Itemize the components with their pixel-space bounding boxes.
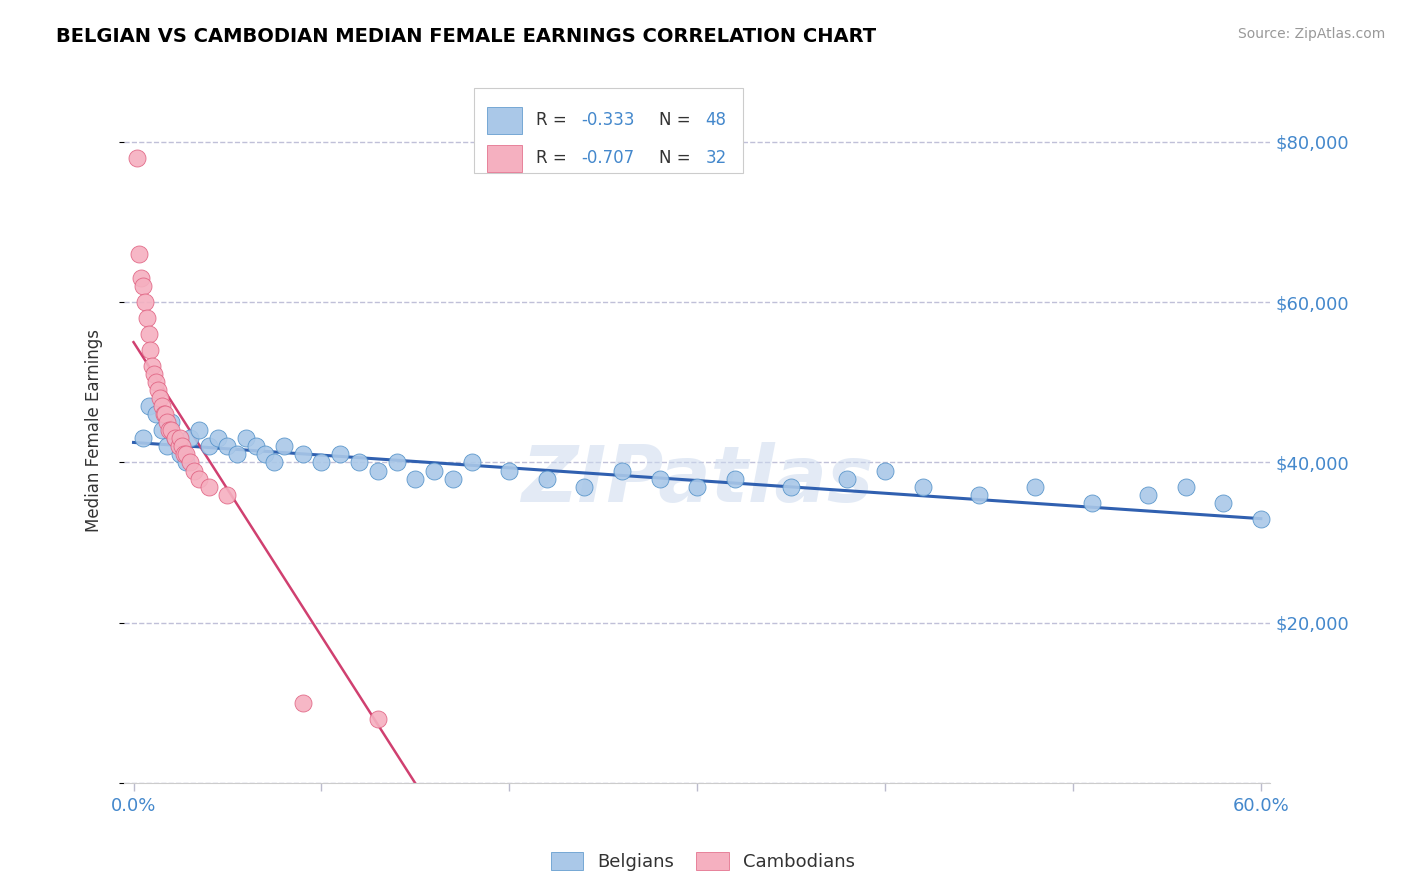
- Text: -0.707: -0.707: [582, 149, 634, 168]
- Point: [291, 447, 314, 461]
- Point: [780, 479, 803, 493]
- Point: [1174, 479, 1197, 493]
- Point: [128, 247, 150, 261]
- Point: [1137, 487, 1160, 501]
- Point: [179, 455, 201, 469]
- Text: Source: ZipAtlas.com: Source: ZipAtlas.com: [1237, 27, 1385, 41]
- Point: [441, 471, 464, 485]
- Point: [263, 455, 285, 469]
- Point: [145, 408, 167, 422]
- Point: [254, 447, 277, 461]
- Point: [1212, 495, 1234, 509]
- Point: [498, 463, 520, 477]
- Point: [724, 471, 747, 485]
- Point: [146, 384, 169, 398]
- Point: [138, 400, 160, 414]
- Point: [291, 696, 314, 710]
- Point: [174, 447, 197, 461]
- Point: [235, 432, 257, 446]
- Point: [135, 311, 157, 326]
- Text: R =: R =: [536, 149, 572, 168]
- Point: [873, 463, 896, 477]
- FancyBboxPatch shape: [488, 145, 522, 172]
- Text: BELGIAN VS CAMBODIAN MEDIAN FEMALE EARNINGS CORRELATION CHART: BELGIAN VS CAMBODIAN MEDIAN FEMALE EARNI…: [56, 27, 876, 45]
- Point: [173, 447, 195, 461]
- Text: ZIPatlas: ZIPatlas: [522, 442, 873, 518]
- Text: -0.333: -0.333: [582, 112, 636, 129]
- Point: [217, 487, 239, 501]
- Point: [167, 440, 190, 454]
- Point: [160, 416, 183, 430]
- FancyBboxPatch shape: [488, 107, 522, 134]
- Point: [156, 416, 179, 430]
- Point: [134, 295, 156, 310]
- Point: [367, 463, 389, 477]
- Point: [145, 376, 167, 390]
- Y-axis label: Median Female Earnings: Median Female Earnings: [86, 329, 103, 532]
- Point: [837, 471, 859, 485]
- Point: [273, 440, 295, 454]
- Point: [129, 271, 152, 285]
- Point: [160, 424, 183, 438]
- Point: [610, 463, 633, 477]
- Point: [367, 712, 389, 726]
- Point: [132, 432, 155, 446]
- Point: [385, 455, 408, 469]
- Point: [149, 392, 172, 406]
- Point: [1250, 511, 1272, 525]
- Point: [911, 479, 934, 493]
- Point: [169, 447, 191, 461]
- Point: [156, 440, 179, 454]
- Point: [536, 471, 558, 485]
- Point: [132, 279, 155, 293]
- Point: [347, 455, 370, 469]
- Point: [188, 471, 211, 485]
- Text: R =: R =: [536, 112, 572, 129]
- FancyBboxPatch shape: [474, 88, 742, 173]
- Point: [150, 400, 173, 414]
- Point: [404, 471, 426, 485]
- Point: [197, 440, 219, 454]
- Point: [329, 447, 352, 461]
- Point: [217, 440, 239, 454]
- Point: [183, 463, 205, 477]
- Point: [648, 471, 671, 485]
- Point: [225, 447, 247, 461]
- Point: [207, 432, 229, 446]
- Point: [686, 479, 709, 493]
- Point: [152, 408, 174, 422]
- Point: [163, 432, 186, 446]
- Point: [179, 432, 201, 446]
- Point: [967, 487, 990, 501]
- Legend: Belgians, Cambodians: Belgians, Cambodians: [544, 845, 862, 879]
- Point: [143, 368, 166, 382]
- Point: [174, 455, 197, 469]
- Text: 32: 32: [706, 149, 727, 168]
- Point: [461, 455, 484, 469]
- Point: [423, 463, 446, 477]
- Point: [138, 327, 160, 342]
- Point: [1024, 479, 1046, 493]
- Point: [574, 479, 596, 493]
- Point: [155, 408, 177, 422]
- Point: [172, 440, 194, 454]
- Point: [150, 424, 173, 438]
- Point: [157, 424, 180, 438]
- Point: [163, 432, 186, 446]
- Point: [311, 455, 333, 469]
- Text: N =: N =: [659, 149, 696, 168]
- Point: [139, 343, 162, 358]
- Point: [188, 424, 211, 438]
- Point: [1080, 495, 1102, 509]
- Point: [197, 479, 219, 493]
- Point: [169, 432, 191, 446]
- Point: [245, 440, 267, 454]
- Text: N =: N =: [659, 112, 696, 129]
- Text: 48: 48: [706, 112, 725, 129]
- Point: [127, 151, 149, 165]
- Point: [141, 359, 163, 374]
